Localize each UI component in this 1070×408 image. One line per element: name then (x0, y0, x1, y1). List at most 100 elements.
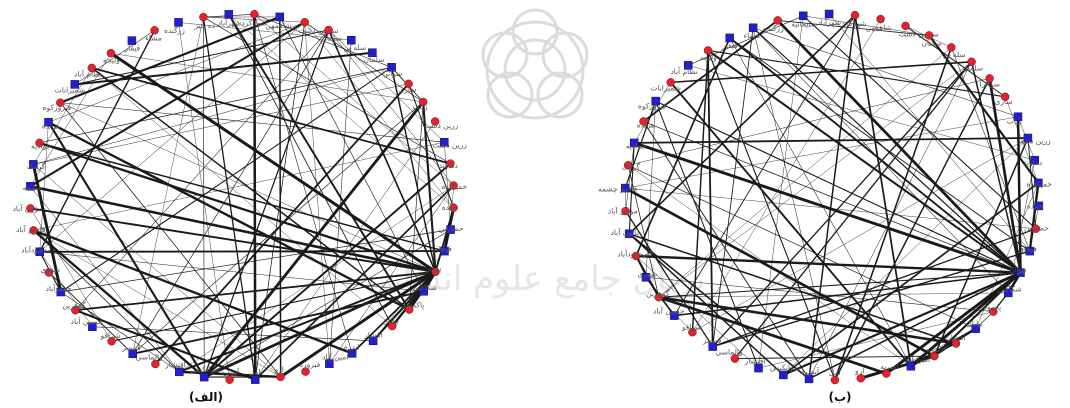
node-label: چشمه (23, 183, 43, 192)
node-label: جوادیه (626, 141, 646, 150)
node-label: هرنده (637, 121, 655, 130)
square-node (250, 375, 260, 384)
node-label: ساری (398, 85, 416, 94)
square-node (368, 48, 377, 57)
node-layer: قیچاقتهرانشکاکینپانروهبیابانافشاراندرهام… (598, 9, 1052, 385)
edge (634, 82, 671, 144)
node-label: نظام آباد (74, 69, 101, 79)
square-node (275, 12, 285, 22)
edge (628, 14, 856, 235)
edge (33, 83, 409, 165)
square-node (804, 374, 814, 384)
square-node (620, 183, 630, 193)
node-label: سوانرا (382, 69, 403, 78)
circle-node (449, 181, 458, 190)
node-label: حسین آباد (71, 316, 103, 326)
circle-node (225, 375, 234, 384)
square-node (446, 225, 455, 234)
node-label: سرانکیش (190, 365, 221, 374)
node-label: دماوند (1023, 158, 1042, 167)
square-node (56, 287, 66, 297)
circle-node (985, 74, 994, 83)
square-node (906, 361, 916, 371)
edge (834, 47, 953, 381)
edge (658, 295, 887, 375)
square-node (1023, 133, 1033, 143)
node-label: بیابان (383, 317, 400, 326)
edge (1008, 160, 1035, 293)
node-label: قیفار (721, 41, 738, 50)
circle-node (621, 206, 630, 216)
edge (60, 102, 436, 272)
node-label: خمیکنده (1026, 180, 1052, 189)
circle-node (666, 78, 675, 87)
circle-node (430, 117, 440, 126)
node-label: ولیجه (103, 56, 120, 65)
edge (60, 291, 180, 373)
edge (802, 15, 1037, 230)
circle-node (71, 306, 80, 315)
node-label: امین آباد (904, 354, 930, 364)
node-label: امیریه (880, 362, 899, 371)
edge (111, 271, 436, 342)
circle-node (87, 63, 97, 73)
edge (254, 14, 353, 354)
node-label: مؤمن آباد (13, 203, 43, 213)
node-label: خمده (442, 203, 459, 212)
square-node (629, 138, 639, 148)
edge (33, 141, 445, 231)
node-label: سله بن (943, 50, 966, 59)
edge (734, 355, 935, 360)
square-node (88, 322, 97, 331)
square-node (708, 342, 717, 351)
ornamental-rosette-icon (481, 8, 589, 120)
edge (39, 250, 445, 253)
node-label: سرانکیش (770, 363, 801, 372)
node-label: گرمک (27, 162, 46, 171)
edge (803, 15, 930, 36)
edge (782, 182, 1039, 376)
edge (304, 22, 454, 208)
edge (628, 233, 957, 345)
square-node (44, 117, 53, 127)
square-node (824, 9, 834, 19)
edge (658, 47, 952, 298)
node-label: سمنان (321, 33, 342, 42)
edge (203, 101, 425, 378)
edge (828, 13, 1030, 252)
node-label: امل (829, 368, 841, 377)
edge (33, 230, 180, 373)
node-label: قیفار (124, 43, 141, 52)
square-node (779, 370, 788, 380)
square-node (419, 287, 428, 296)
edge (228, 14, 454, 208)
edge (808, 15, 856, 379)
edge (47, 121, 206, 378)
edge (625, 210, 714, 347)
node-label: قمصر (121, 343, 141, 352)
edge (30, 208, 112, 342)
square-node (1004, 288, 1013, 298)
square-node (1034, 201, 1044, 211)
edge (178, 22, 230, 380)
node-label: شکاکین (998, 285, 1022, 294)
circle-node (924, 31, 934, 40)
edge-layer (624, 13, 1040, 381)
circle-node (56, 98, 65, 107)
circle-node (901, 21, 910, 31)
node-label: پاکدشت (399, 301, 425, 310)
square-node (440, 137, 449, 147)
square-node (683, 61, 693, 70)
circle-node (199, 12, 208, 22)
edge (669, 81, 912, 367)
edge (1004, 96, 1039, 183)
edge (31, 164, 63, 293)
node-label: شهری (637, 270, 657, 279)
edge (634, 137, 1028, 144)
node-label: مؤمن آباد (608, 206, 638, 216)
circle-node (1001, 92, 1010, 102)
square-node (325, 359, 334, 368)
node-label: حصارین (439, 224, 464, 233)
edge (1028, 182, 1040, 252)
node-label: سمنان (921, 39, 942, 48)
